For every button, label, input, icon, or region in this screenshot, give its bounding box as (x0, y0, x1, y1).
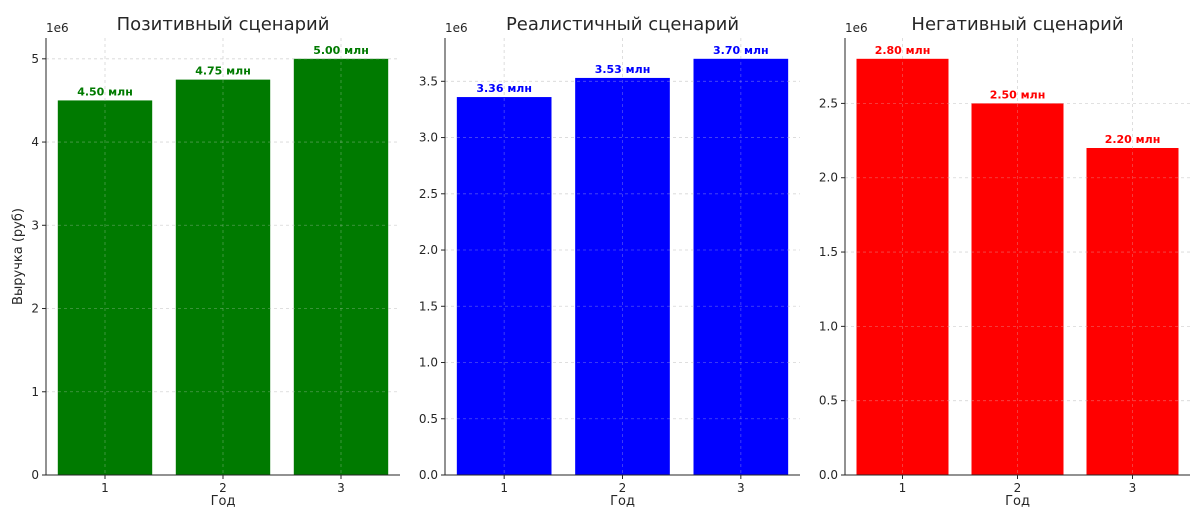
x-axis-label: Год (610, 494, 635, 509)
y-tick-label: 3 (31, 218, 39, 232)
y-tick-label: 5 (31, 52, 39, 66)
y-tick-label: 0.0 (419, 468, 438, 482)
y-tick-label: 1.0 (419, 356, 438, 370)
x-tick-label: 3 (737, 481, 745, 495)
chart-realistic: 3.36 млн 3.53 млн 3.70 млн 0.0 0.5 1.0 1.5 2.0 2… (419, 14, 800, 509)
chart-title: Негативный сценарий (911, 14, 1123, 35)
bar-year-2 (575, 77, 670, 475)
data-label-year-2: 3.53 млн (595, 63, 651, 76)
bar-year-3 (693, 58, 789, 476)
y-tick-label: 1 (31, 385, 39, 399)
y-axis-label: Выручка (руб) (11, 208, 26, 305)
bar-year-1 (856, 58, 949, 476)
y-offset-text: 1e6 (445, 21, 468, 35)
x-axis-label: Год (1005, 494, 1030, 509)
y-tick-label: 0.0 (819, 468, 838, 482)
y-tick-label: 2.0 (419, 243, 438, 257)
x-tick-label: 2 (219, 481, 227, 495)
bar-year-1 (57, 100, 153, 475)
y-tick-label: 4 (31, 135, 39, 149)
y-tick-label: 2 (31, 302, 39, 316)
data-label-year-1: 2.80 млн (875, 44, 931, 57)
x-tick-label: 1 (101, 481, 109, 495)
y-tick-label: 2.5 (419, 187, 438, 201)
x-tick-label: 3 (1129, 481, 1137, 495)
y-tick-label: 1.0 (819, 319, 838, 333)
x-tick-label: 2 (1014, 481, 1022, 495)
data-label-year-2: 2.50 млн (990, 88, 1046, 101)
y-tick-label: 1.5 (819, 245, 838, 259)
data-label-year-3: 3.70 млн (713, 44, 769, 57)
y-tick-label: 3.5 (419, 74, 438, 88)
data-label-year-3: 5.00 млн (313, 44, 369, 57)
x-tick-label: 3 (337, 481, 345, 495)
chart-title: Реалистичный сценарий (506, 14, 739, 35)
x-tick-label: 1 (500, 481, 508, 495)
bar-year-3 (1086, 147, 1179, 475)
chart-negative: 2.80 млн 2.50 млн 2.20 млн 0.0 0.5 1.0 1.5 2.0 2… (819, 14, 1190, 509)
y-tick-label: 1.5 (419, 299, 438, 313)
bar-year-2 (971, 103, 1064, 475)
y-tick-label: 2.0 (819, 171, 838, 185)
bar-year-1 (456, 97, 552, 476)
data-label-year-3: 2.20 млн (1105, 133, 1161, 146)
data-label-year-2: 4.75 млн (195, 65, 251, 78)
x-tick-label: 2 (619, 481, 627, 495)
y-tick-label: 0.5 (819, 394, 838, 408)
x-axis-label: Год (211, 494, 236, 509)
chart-positive: 4.50 млн 4.75 млн 5.00 млн 0 1 2 3 4 5 1 2 3 1e6 Пози… (11, 14, 400, 509)
y-tick-label: 0.5 (419, 412, 438, 426)
bar-year-3 (293, 58, 389, 476)
y-tick-label: 0 (31, 468, 39, 482)
chart-title: Позитивный сценарий (117, 14, 330, 35)
y-tick-label: 2.5 (819, 96, 838, 110)
data-label-year-1: 3.36 млн (476, 82, 532, 95)
x-tick-label: 1 (899, 481, 907, 495)
y-offset-text: 1e6 (46, 21, 69, 35)
bar-year-2 (175, 79, 271, 475)
y-offset-text: 1e6 (845, 21, 868, 35)
data-label-year-1: 4.50 млн (77, 85, 133, 98)
y-tick-label: 3.0 (419, 131, 438, 145)
